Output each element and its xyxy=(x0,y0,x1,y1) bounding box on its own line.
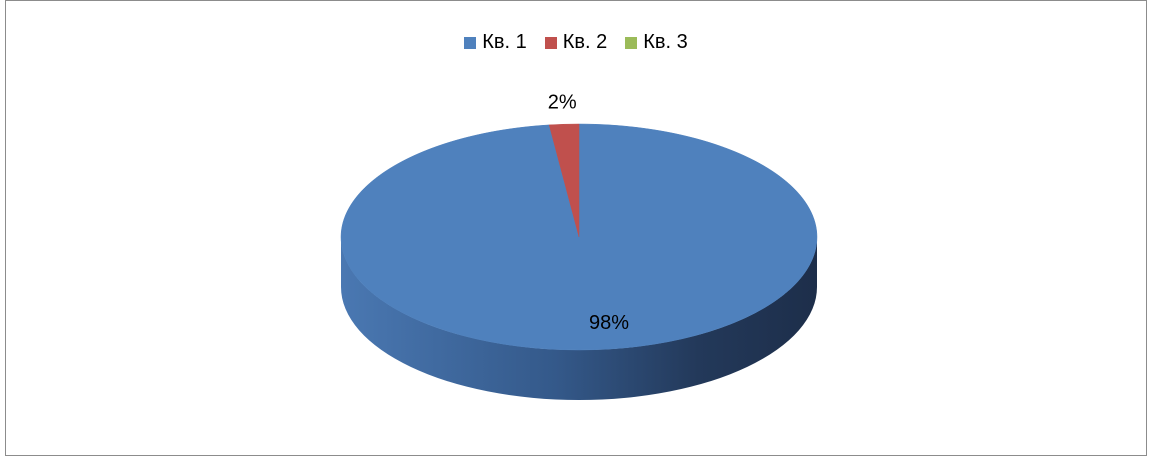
pie-slice-q2 xyxy=(548,123,580,238)
legend-swatch-q1 xyxy=(464,36,477,49)
legend-swatch-q3 xyxy=(625,36,638,49)
legend-swatch-q2 xyxy=(544,36,557,49)
legend-item-q3: Кв. 3 xyxy=(625,31,688,54)
data-label-q1: 98% xyxy=(589,312,629,334)
pie-chart: 98% 2% xyxy=(340,91,818,400)
legend-item-q2: Кв. 2 xyxy=(544,31,608,54)
data-label-q2: 2% xyxy=(548,91,577,113)
chart-area: Кв. 1 Кв. 2 Кв. 3 98% 2% xyxy=(5,0,1147,456)
pie-data-labels: 98% 2% xyxy=(548,91,630,334)
pie-side-wall xyxy=(341,237,817,400)
legend-label-q2: Кв. 2 xyxy=(562,31,608,53)
legend-label-q1: Кв. 1 xyxy=(482,31,527,53)
pie-top-face xyxy=(340,123,818,351)
pie-side-q1 xyxy=(341,237,817,400)
legend-item-q1: Кв. 1 xyxy=(464,31,527,54)
legend: Кв. 1 Кв. 2 Кв. 3 xyxy=(6,31,1146,54)
legend-label-q3: Кв. 3 xyxy=(643,31,688,53)
